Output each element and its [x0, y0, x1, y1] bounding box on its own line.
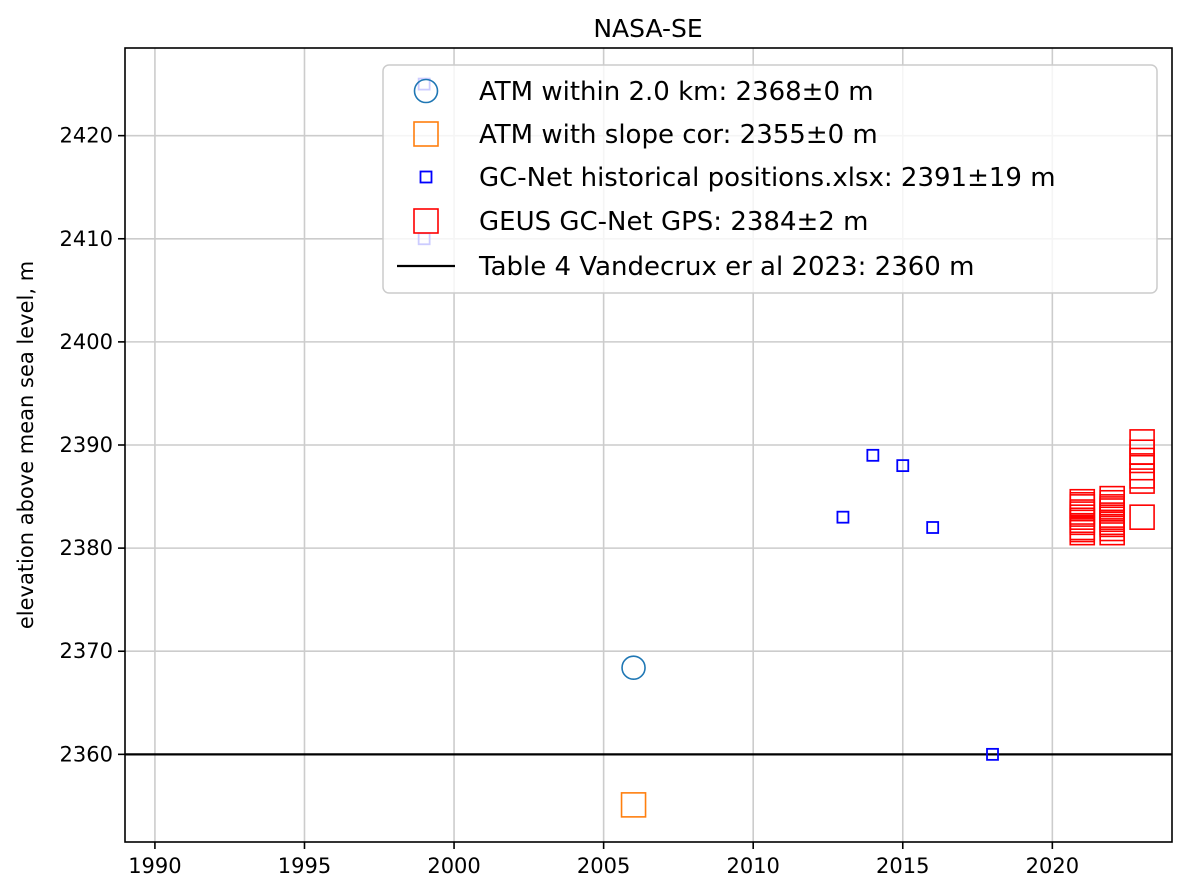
y-tick-label: 2400 — [60, 330, 113, 354]
y-tick-label: 2360 — [60, 742, 113, 766]
legend-entry-label: GC-Net historical positions.xlsx: 2391±1… — [479, 163, 1056, 193]
legend-marker — [413, 78, 439, 104]
legend-entry-label: GEUS GC-Net GPS: 2384±2 m — [479, 207, 868, 237]
x-tick-label: 1990 — [128, 854, 181, 878]
y-tick-label: 2380 — [60, 536, 113, 560]
series-2-point — [926, 521, 940, 534]
series-2-point — [866, 448, 880, 462]
x-tick-label: 1995 — [278, 854, 331, 878]
series-3-point — [1099, 496, 1125, 522]
chart-title: NASA-SE — [593, 14, 702, 43]
x-tick-label: 2015 — [876, 854, 929, 878]
legend-marker — [413, 121, 439, 147]
series-2-point — [986, 747, 999, 761]
legend-marker — [413, 208, 439, 234]
series-2-point — [836, 510, 850, 524]
legend: ATM within 2.0 km: 2368±0 m ATM with slop… — [382, 64, 1158, 294]
series-3-point — [1129, 463, 1155, 489]
x-tick-label: 2000 — [427, 854, 480, 878]
y-tick-label: 2420 — [60, 124, 113, 148]
y-tick-label: 2370 — [60, 639, 113, 663]
series-3-point — [1129, 504, 1155, 530]
legend-entry-label: Table 4 Vandecrux er al 2023: 2360 m — [478, 252, 974, 282]
series-0-point — [621, 655, 646, 681]
x-tick-label: 2005 — [577, 854, 630, 878]
series-2-point — [896, 459, 910, 473]
data-points — [417, 77, 1155, 818]
series-3-point — [1099, 509, 1125, 536]
series-3-point — [1129, 429, 1155, 455]
y-tick-label: 2410 — [60, 227, 113, 251]
y-axis-ticks: 2360 2370 2380 2390 2400 2410 2420 — [60, 124, 125, 766]
x-axis-ticks: 1990 1995 2000 2005 2010 2015 2020 — [128, 842, 1079, 878]
legend-entry-label: ATM within 2.0 km: 2368±0 m — [479, 77, 874, 107]
legend-marker — [419, 170, 433, 184]
x-tick-label: 2020 — [1026, 854, 1079, 878]
legend-box — [382, 64, 1158, 294]
y-tick-label: 2390 — [60, 433, 113, 457]
series-3-point — [1129, 468, 1155, 494]
series-3-point — [1069, 492, 1096, 518]
series-3-point — [1129, 439, 1155, 466]
legend-entry-label: ATM with slope cor: 2355±0 m — [479, 120, 878, 150]
series-1-point — [620, 792, 647, 818]
y-axis-label: elevation above mean sea level, m — [14, 261, 38, 629]
series-3-point — [1129, 454, 1155, 481]
x-tick-label: 2010 — [726, 854, 779, 878]
